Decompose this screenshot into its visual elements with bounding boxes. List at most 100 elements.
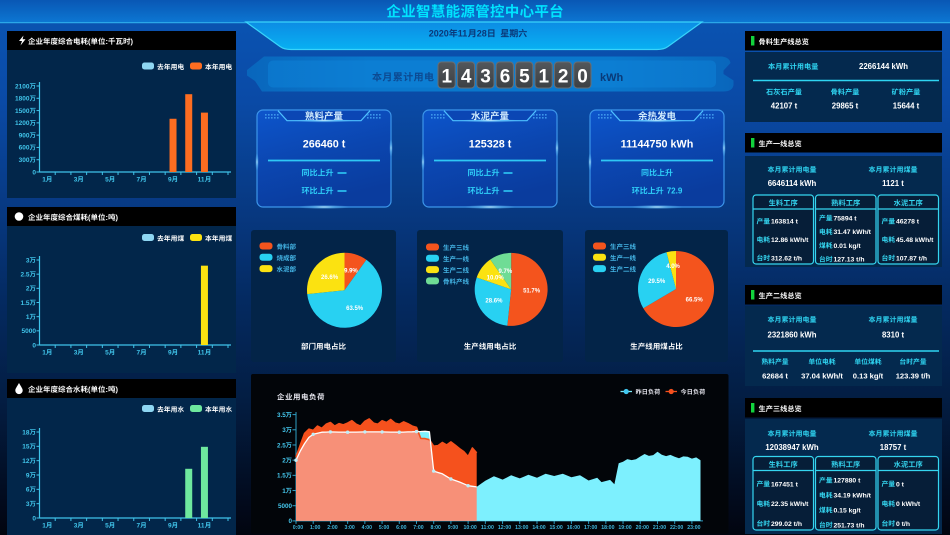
svg-text:3: 3 (74, 350, 78, 357)
svg-text:12:00: 12:00 (498, 525, 511, 531)
svg-text:123.39 t/h: 123.39 t/h (896, 372, 931, 381)
svg-text:299.02 t/h: 299.02 t/h (771, 521, 802, 528)
svg-text:5:00: 5:00 (379, 525, 389, 531)
svg-text:4: 4 (461, 67, 472, 88)
svg-text::: : (105, 385, 108, 394)
svg-text:21:00: 21:00 (653, 525, 666, 531)
svg-text:28.6%: 28.6% (485, 299, 503, 305)
svg-text:251.73 t/h: 251.73 t/h (834, 522, 865, 529)
svg-text:13:00: 13:00 (515, 525, 528, 531)
svg-text:2: 2 (282, 457, 286, 464)
svg-text:1: 1 (26, 314, 30, 321)
svg-text:29865 t: 29865 t (832, 102, 859, 111)
svg-text:10.0%: 10.0% (487, 275, 505, 281)
svg-text:(: ( (88, 37, 91, 46)
svg-text:0: 0 (577, 67, 588, 88)
svg-text:300: 300 (19, 157, 30, 164)
svg-text:1800: 1800 (15, 96, 30, 103)
svg-text:167451 t: 167451 t (771, 481, 799, 488)
svg-text:3: 3 (26, 257, 30, 264)
svg-text:4:00: 4:00 (362, 525, 372, 531)
svg-text:15644 t: 15644 t (893, 102, 920, 111)
svg-text:17:00: 17:00 (584, 525, 597, 531)
svg-text:3:00: 3:00 (344, 525, 354, 531)
svg-text:107.87 t/h: 107.87 t/h (896, 255, 927, 262)
svg-text:6: 6 (26, 487, 30, 494)
svg-text:66.5%: 66.5% (686, 298, 704, 304)
svg-text:7: 7 (137, 177, 141, 184)
svg-text:1: 1 (282, 488, 286, 495)
svg-text:7:00: 7:00 (413, 525, 423, 531)
svg-text:5000: 5000 (22, 328, 37, 335)
svg-text:125328 t: 125328 t (469, 139, 512, 151)
svg-text:9.9%: 9.9% (344, 269, 358, 275)
svg-text:22.35 kWh/t: 22.35 kWh/t (771, 501, 809, 508)
svg-text:0 t/h: 0 t/h (896, 521, 910, 528)
svg-text:0:00: 0:00 (293, 525, 303, 531)
svg-text:3: 3 (282, 427, 286, 434)
svg-text:3: 3 (74, 177, 78, 184)
svg-text:0: 0 (288, 518, 292, 525)
svg-text::: : (105, 37, 108, 46)
svg-text:1.5: 1.5 (277, 473, 286, 480)
svg-text:34.19 kWh/t: 34.19 kWh/t (834, 493, 872, 500)
svg-text:12038947 kWh: 12038947 kWh (765, 443, 819, 452)
svg-text:3: 3 (26, 501, 30, 508)
svg-text:6:00: 6:00 (396, 525, 406, 531)
svg-text:5: 5 (519, 67, 530, 88)
svg-text:4.0%: 4.0% (666, 264, 680, 270)
svg-text:127880 t: 127880 t (834, 478, 862, 485)
svg-text:2: 2 (558, 67, 569, 88)
svg-text:11: 11 (458, 29, 468, 39)
svg-text:0.15 kg/t: 0.15 kg/t (834, 507, 862, 514)
svg-text::: : (105, 213, 108, 222)
svg-text:12: 12 (22, 458, 30, 465)
svg-text:1: 1 (42, 523, 46, 530)
svg-text:63.5%: 63.5% (346, 306, 364, 312)
svg-text:5000: 5000 (278, 503, 293, 510)
svg-text:11: 11 (198, 177, 205, 184)
svg-text:2:00: 2:00 (327, 525, 337, 531)
svg-text:0 t: 0 t (896, 481, 905, 488)
svg-text:1: 1 (539, 67, 550, 88)
svg-text:23:00: 23:00 (687, 525, 700, 531)
svg-text:3: 3 (74, 523, 78, 530)
svg-text:): ) (115, 385, 118, 394)
svg-text:9: 9 (168, 523, 172, 530)
svg-text:11144750 kWh: 11144750 kWh (621, 139, 694, 151)
svg-text:8310 t: 8310 t (882, 331, 905, 340)
svg-text:10:00: 10:00 (463, 525, 476, 531)
svg-text:): ) (130, 37, 133, 46)
svg-text:11: 11 (198, 350, 205, 357)
svg-text:9.7%: 9.7% (499, 269, 513, 275)
svg-text:1: 1 (42, 177, 46, 184)
svg-text:18:00: 18:00 (601, 525, 614, 531)
svg-text:14:00: 14:00 (532, 525, 545, 531)
svg-text:18: 18 (22, 429, 30, 436)
svg-text:28: 28 (477, 29, 487, 39)
svg-text:0: 0 (32, 515, 36, 522)
svg-text:266460 t: 266460 t (303, 139, 346, 151)
svg-text:15: 15 (22, 444, 30, 451)
svg-text:18757 t: 18757 t (880, 443, 907, 452)
svg-text:kWh: kWh (600, 72, 624, 84)
svg-text:2020: 2020 (429, 29, 449, 39)
svg-text:0 kWh/t: 0 kWh/t (896, 501, 921, 508)
svg-text:2.5: 2.5 (277, 442, 286, 449)
svg-text:19:00: 19:00 (618, 525, 631, 531)
svg-text:22:00: 22:00 (670, 525, 683, 531)
svg-text:6: 6 (500, 67, 511, 88)
svg-text:(: ( (88, 213, 91, 222)
svg-text:2: 2 (26, 286, 30, 293)
svg-text:20:00: 20:00 (636, 525, 649, 531)
svg-text:75894 t: 75894 t (834, 215, 858, 222)
svg-text:1: 1 (442, 67, 453, 88)
svg-text:72.9: 72.9 (667, 187, 683, 196)
svg-text:31.47 kWh/t: 31.47 kWh/t (834, 229, 872, 236)
svg-text:8:00: 8:00 (431, 525, 441, 531)
svg-text:312.62 t/h: 312.62 t/h (771, 255, 802, 262)
svg-text:0.01 kg/t: 0.01 kg/t (834, 243, 862, 250)
svg-text:26.6%: 26.6% (321, 275, 339, 281)
svg-text:2100: 2100 (15, 83, 30, 90)
svg-text:15:00: 15:00 (550, 525, 563, 531)
